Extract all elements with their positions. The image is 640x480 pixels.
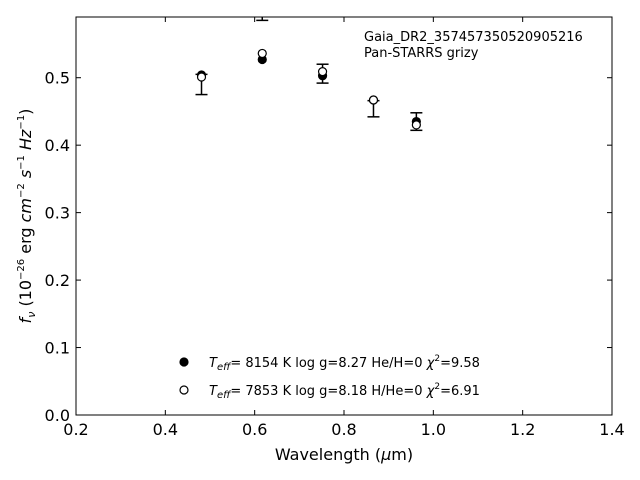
model-point-open — [196, 72, 207, 82]
legend-params: = 8154 K log g=8.27 He/H=0 — [230, 356, 426, 371]
axis-labels: Wavelength (μm)fν (10−26 erg cm−2 s−1 Hz… — [16, 109, 413, 464]
y-tick-label: 0.5 — [45, 69, 70, 88]
legend-marker-filled — [179, 357, 189, 367]
legend: Teff= 8154 K log g=8.27 He/H=0 χ2=9.58Te… — [179, 354, 480, 401]
ylabel-f: f — [16, 315, 35, 323]
legend-teff: T — [209, 384, 218, 399]
ylabel-nu: ν — [25, 312, 38, 318]
legend-chi-sup: 2 — [434, 382, 440, 392]
ylabel-b: erg — [16, 222, 35, 258]
legend-entry: Teff= 8154 K log g=8.27 He/H=0 χ2=9.58 — [209, 354, 480, 373]
ylabel-e4: −1 — [16, 115, 27, 130]
ylabel-e1: −26 — [16, 259, 27, 280]
legend-teff-sub: eff — [217, 390, 232, 401]
legend-marker-open — [179, 385, 189, 395]
ylabel-cm: cm — [16, 198, 35, 222]
y-tick-label: 0.2 — [45, 271, 70, 290]
legend-chi-value: =9.58 — [440, 356, 480, 371]
y-axis-label: fν (10−26 erg cm−2 s−1 Hz−1) — [16, 109, 38, 324]
ylabel-a: (10 — [16, 280, 35, 312]
x-tick-label: 1.2 — [510, 420, 535, 439]
x-tick-label: 0.4 — [153, 420, 178, 439]
xlabel-unit: m) — [391, 445, 413, 464]
xlabel-mu: μ — [380, 445, 391, 464]
x-tick-label: 0.8 — [331, 420, 356, 439]
annotation-line-2: Pan-STARRS grizy — [364, 46, 479, 61]
legend-teff: T — [209, 356, 218, 371]
axes: 0.2 0.4 0.6 0.8 1.0 1.2 1.4 0.0 0.1 0.2 0.3 0.4 0.5 — [45, 16, 625, 439]
legend-params: = 7853 K log g=8.18 H/He=0 — [230, 384, 426, 399]
legend-chi: χ — [426, 356, 436, 371]
chart-annotation: Gaia_DR2_357457350520905216 Pan-STARRS g… — [364, 30, 583, 61]
model-point-open — [411, 120, 421, 130]
x-axis-label: Wavelength (μm) — [275, 445, 413, 464]
legend-chi-sup: 2 — [434, 354, 440, 364]
ylabel-c: ) — [16, 109, 35, 115]
y-tick-label: 0.3 — [45, 204, 70, 223]
x-tick-label: 0.2 — [63, 420, 88, 439]
ylabel-hz: Hz — [16, 129, 35, 155]
annotation-line-1: Gaia_DR2_357457350520905216 — [364, 30, 583, 45]
ylabel-e2: −2 — [16, 183, 27, 198]
x-tick-label: 1.4 — [599, 420, 624, 439]
y-tick-label: 0.1 — [45, 339, 70, 358]
ylabel-s: s — [16, 170, 35, 183]
legend-teff-sub: eff — [217, 362, 232, 373]
x-tick-label: 1.0 — [421, 420, 446, 439]
legend-entry: Teff= 7853 K log g=8.18 H/He=0 χ2=6.91 — [209, 382, 480, 401]
y-tick-label: 0.4 — [45, 136, 70, 155]
x-tick-label: 0.6 — [242, 420, 267, 439]
plot-area — [195, 17, 423, 132]
legend-chi: χ — [426, 384, 436, 399]
model-point-open — [317, 67, 328, 77]
model-point-open — [368, 95, 379, 105]
legend-chi-value: =6.91 — [440, 384, 480, 399]
ylabel-e3: −1 — [16, 155, 27, 170]
model-point-open — [257, 48, 267, 59]
xlabel-text: Wavelength ( — [275, 445, 381, 464]
y-tick-label: 0.0 — [45, 406, 70, 425]
